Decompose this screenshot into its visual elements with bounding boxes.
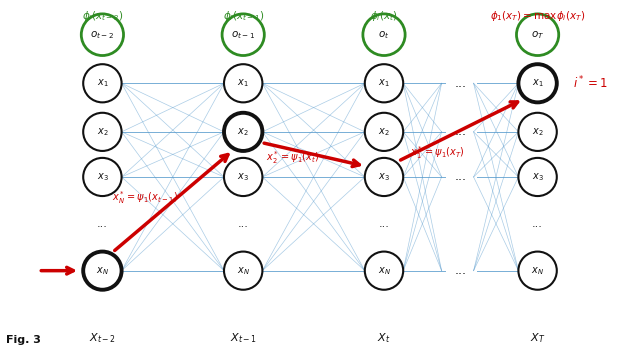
- Text: $x_2$: $x_2$: [532, 126, 543, 138]
- Text: $\phi_i(x_{t-2})$: $\phi_i(x_{t-2})$: [82, 9, 123, 23]
- Text: ...: ...: [379, 219, 389, 229]
- Text: $o_t$: $o_t$: [378, 29, 390, 41]
- Text: $x_N$: $x_N$: [531, 265, 544, 277]
- Text: $x_2^* = \psi_1(x_t)$: $x_2^* = \psi_1(x_t)$: [266, 150, 319, 166]
- Ellipse shape: [224, 113, 262, 151]
- Text: $X_{t-2}$: $X_{t-2}$: [89, 331, 116, 345]
- Ellipse shape: [518, 64, 557, 102]
- Text: $X_T$: $X_T$: [530, 331, 545, 345]
- Ellipse shape: [222, 14, 264, 56]
- Text: $x_N$: $x_N$: [237, 265, 250, 277]
- Text: $i^* = 1$: $i^* = 1$: [573, 75, 607, 92]
- Text: $x_N$: $x_N$: [96, 265, 109, 277]
- Text: $o_T$: $o_T$: [531, 29, 544, 41]
- Text: $x_3$: $x_3$: [532, 171, 543, 183]
- Text: $x_N^* = \psi_1(x_{t-1})$: $x_N^* = \psi_1(x_{t-1})$: [112, 189, 178, 206]
- Ellipse shape: [518, 113, 557, 151]
- Text: $\phi_i(x_{t-1})$: $\phi_i(x_{t-1})$: [223, 9, 264, 23]
- Text: $x_N$: $x_N$: [378, 265, 390, 277]
- Text: $X_{t-1}$: $X_{t-1}$: [230, 331, 257, 345]
- Ellipse shape: [83, 158, 122, 196]
- Ellipse shape: [83, 113, 122, 151]
- Text: $\phi_i(x_t)$: $\phi_i(x_t)$: [370, 9, 398, 23]
- Text: $x_2$: $x_2$: [97, 126, 108, 138]
- Text: $x_1$: $x_1$: [378, 77, 390, 89]
- Text: $x_2$: $x_2$: [237, 126, 249, 138]
- Ellipse shape: [516, 14, 559, 56]
- Text: $x_1^* = \psi_1(x_T)$: $x_1^* = \psi_1(x_T)$: [410, 144, 465, 161]
- Text: $x_1$: $x_1$: [237, 77, 249, 89]
- Ellipse shape: [81, 14, 124, 56]
- Ellipse shape: [224, 158, 262, 196]
- Text: ...: ...: [455, 77, 467, 90]
- Ellipse shape: [83, 64, 122, 102]
- Ellipse shape: [365, 64, 403, 102]
- Text: $o_{t-2}$: $o_{t-2}$: [90, 29, 115, 41]
- Text: $x_1$: $x_1$: [97, 77, 108, 89]
- Text: ...: ...: [455, 264, 467, 277]
- Text: $x_3$: $x_3$: [378, 171, 390, 183]
- Text: $x_3$: $x_3$: [237, 171, 249, 183]
- Ellipse shape: [363, 14, 405, 56]
- Text: ...: ...: [97, 219, 108, 229]
- Text: $o_{t-1}$: $o_{t-1}$: [231, 29, 255, 41]
- Ellipse shape: [518, 252, 557, 290]
- Ellipse shape: [365, 252, 403, 290]
- Text: $x_3$: $x_3$: [97, 171, 108, 183]
- Text: ...: ...: [532, 219, 543, 229]
- Ellipse shape: [83, 252, 122, 290]
- Ellipse shape: [224, 252, 262, 290]
- Text: $x_1$: $x_1$: [532, 77, 543, 89]
- Text: $X_t$: $X_t$: [378, 331, 390, 345]
- Text: ...: ...: [455, 170, 467, 184]
- Ellipse shape: [518, 158, 557, 196]
- Text: Fig. 3: Fig. 3: [6, 335, 41, 345]
- Ellipse shape: [365, 158, 403, 196]
- Text: ...: ...: [455, 125, 467, 138]
- Text: ...: ...: [238, 219, 248, 229]
- Ellipse shape: [224, 64, 262, 102]
- Ellipse shape: [365, 113, 403, 151]
- Text: $x_2$: $x_2$: [378, 126, 390, 138]
- Text: $\phi_1(x_T) = \max \phi_i(x_T)$: $\phi_1(x_T) = \max \phi_i(x_T)$: [490, 9, 585, 23]
